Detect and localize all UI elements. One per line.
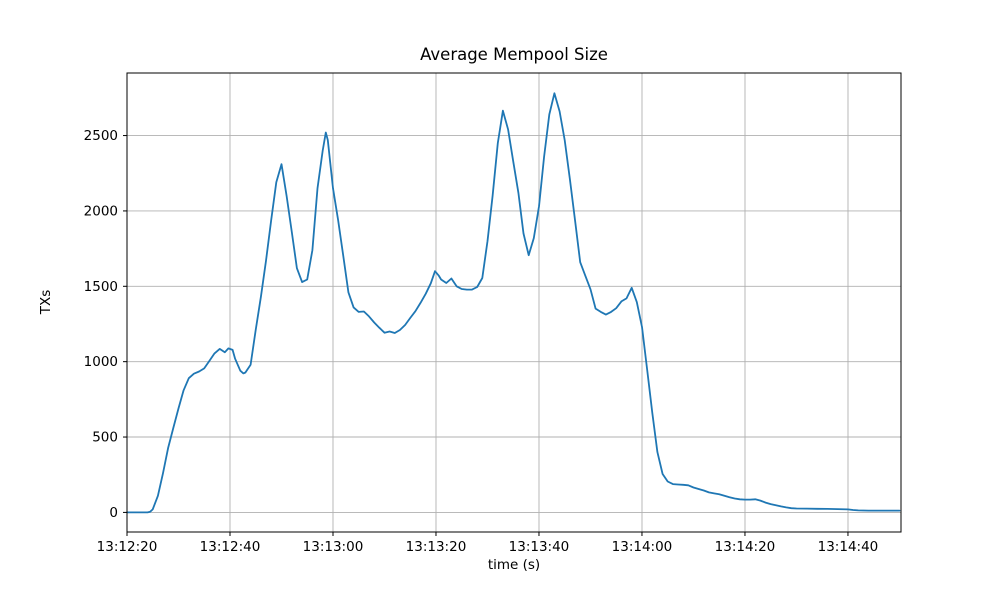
x-tick-label: 13:12:40 bbox=[200, 539, 261, 555]
y-tick-label: 2500 bbox=[84, 128, 118, 144]
y-tick-label: 1500 bbox=[84, 279, 118, 295]
y-tick-label: 0 bbox=[109, 505, 118, 521]
x-tick-label: 13:13:20 bbox=[406, 539, 467, 555]
x-tick-label: 13:13:00 bbox=[303, 539, 364, 555]
x-tick-label: 13:14:20 bbox=[715, 539, 776, 555]
x-axis-label: time (s) bbox=[487, 557, 541, 573]
y-tick-label: 500 bbox=[92, 430, 118, 446]
x-tick-label: 13:14:40 bbox=[818, 539, 879, 555]
y-tick-label: 1000 bbox=[84, 354, 118, 370]
x-tick-label: 13:12:20 bbox=[97, 539, 158, 555]
y-tick-label: 2000 bbox=[84, 203, 118, 219]
series-line bbox=[126, 92, 901, 514]
chart-title: Average Mempool Size bbox=[420, 45, 608, 64]
x-tick-label: 13:13:40 bbox=[509, 539, 570, 555]
x-tick-label: 13:14:00 bbox=[612, 539, 673, 555]
axes-box bbox=[126, 72, 902, 533]
